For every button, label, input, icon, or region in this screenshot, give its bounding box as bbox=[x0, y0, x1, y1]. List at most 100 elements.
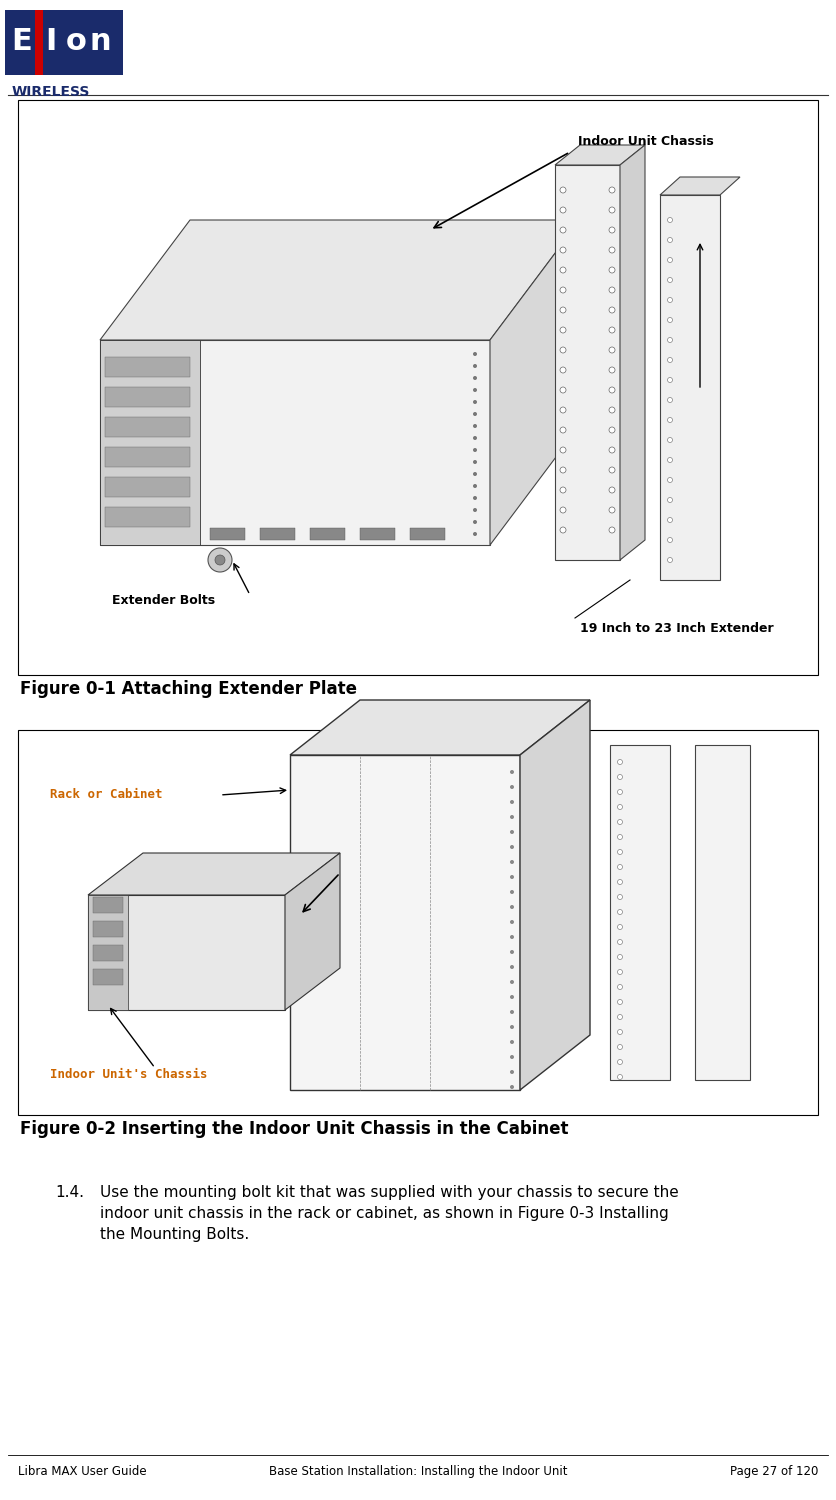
Text: WIRELESS: WIRELESS bbox=[12, 86, 90, 99]
Bar bbox=[105, 477, 190, 496]
Circle shape bbox=[609, 387, 615, 393]
Bar bbox=[93, 897, 123, 914]
Bar bbox=[410, 528, 445, 540]
Circle shape bbox=[609, 327, 615, 333]
Circle shape bbox=[560, 406, 566, 412]
Circle shape bbox=[667, 278, 672, 282]
Bar bbox=[105, 387, 190, 406]
Circle shape bbox=[618, 909, 623, 915]
Polygon shape bbox=[555, 146, 645, 165]
Bar bbox=[100, 340, 490, 544]
Circle shape bbox=[618, 1014, 623, 1020]
Circle shape bbox=[473, 520, 477, 524]
Circle shape bbox=[510, 1010, 514, 1014]
Bar bbox=[290, 754, 520, 1090]
Circle shape bbox=[510, 890, 514, 894]
Circle shape bbox=[473, 352, 477, 356]
Circle shape bbox=[560, 226, 566, 232]
Circle shape bbox=[510, 950, 514, 954]
Polygon shape bbox=[620, 146, 645, 560]
Circle shape bbox=[560, 488, 566, 494]
Circle shape bbox=[667, 258, 672, 262]
Circle shape bbox=[618, 1074, 623, 1080]
Circle shape bbox=[560, 346, 566, 352]
Polygon shape bbox=[520, 700, 590, 1090]
Circle shape bbox=[618, 879, 623, 885]
Circle shape bbox=[560, 466, 566, 472]
Circle shape bbox=[473, 532, 477, 536]
Bar bbox=[210, 528, 245, 540]
Circle shape bbox=[473, 424, 477, 427]
Circle shape bbox=[560, 387, 566, 393]
Circle shape bbox=[618, 864, 623, 870]
Circle shape bbox=[667, 438, 672, 442]
Circle shape bbox=[618, 1044, 623, 1050]
Bar bbox=[93, 945, 123, 962]
Text: 1.4.: 1.4. bbox=[55, 1185, 84, 1200]
Circle shape bbox=[667, 498, 672, 502]
Circle shape bbox=[510, 964, 514, 969]
Circle shape bbox=[473, 364, 477, 368]
Circle shape bbox=[510, 874, 514, 879]
Circle shape bbox=[618, 1059, 623, 1065]
Text: E: E bbox=[12, 27, 33, 57]
Text: Indoor Unit's Chassis: Indoor Unit's Chassis bbox=[50, 1068, 207, 1082]
Circle shape bbox=[473, 413, 477, 416]
Text: o: o bbox=[65, 27, 86, 57]
Bar bbox=[610, 746, 670, 1080]
Circle shape bbox=[560, 308, 566, 314]
Circle shape bbox=[618, 984, 623, 990]
Text: Rack or Cabinet: Rack or Cabinet bbox=[50, 789, 162, 801]
Circle shape bbox=[609, 507, 615, 513]
Circle shape bbox=[609, 406, 615, 412]
Circle shape bbox=[473, 388, 477, 392]
Circle shape bbox=[667, 318, 672, 322]
Circle shape bbox=[510, 815, 514, 819]
Circle shape bbox=[618, 939, 623, 945]
Circle shape bbox=[215, 555, 225, 566]
Text: Page 27 of 120: Page 27 of 120 bbox=[730, 1466, 818, 1478]
Circle shape bbox=[609, 267, 615, 273]
Circle shape bbox=[473, 509, 477, 512]
Circle shape bbox=[510, 830, 514, 834]
Circle shape bbox=[667, 237, 672, 243]
Bar bbox=[105, 357, 190, 376]
Bar bbox=[310, 528, 345, 540]
Circle shape bbox=[609, 248, 615, 254]
Text: Extender Bolts: Extender Bolts bbox=[112, 594, 215, 606]
Bar bbox=[88, 896, 128, 1010]
Circle shape bbox=[618, 924, 623, 930]
Circle shape bbox=[609, 526, 615, 532]
Polygon shape bbox=[88, 853, 340, 895]
Circle shape bbox=[667, 417, 672, 423]
Circle shape bbox=[510, 844, 514, 849]
Circle shape bbox=[510, 1054, 514, 1059]
Circle shape bbox=[560, 427, 566, 433]
Bar bbox=[18, 100, 818, 675]
Circle shape bbox=[618, 774, 623, 780]
Bar bbox=[105, 447, 190, 466]
Circle shape bbox=[510, 994, 514, 999]
Circle shape bbox=[618, 789, 623, 795]
Bar bbox=[105, 417, 190, 436]
Circle shape bbox=[560, 368, 566, 374]
Text: I: I bbox=[45, 27, 57, 57]
Text: Libra MAX User Guide: Libra MAX User Guide bbox=[18, 1466, 146, 1478]
Bar bbox=[93, 969, 123, 986]
Polygon shape bbox=[490, 220, 580, 544]
Circle shape bbox=[609, 447, 615, 453]
Circle shape bbox=[667, 378, 672, 382]
Text: Base Station Installation: Installing the Indoor Unit: Base Station Installation: Installing th… bbox=[268, 1466, 568, 1478]
Circle shape bbox=[667, 338, 672, 342]
Bar bbox=[35, 10, 43, 75]
Circle shape bbox=[473, 484, 477, 488]
Circle shape bbox=[560, 327, 566, 333]
Circle shape bbox=[208, 548, 232, 572]
Circle shape bbox=[609, 466, 615, 472]
Circle shape bbox=[618, 849, 623, 855]
Circle shape bbox=[510, 920, 514, 924]
Text: 19 Inch to 23 Inch Extender: 19 Inch to 23 Inch Extender bbox=[580, 622, 773, 634]
Circle shape bbox=[473, 496, 477, 500]
Circle shape bbox=[609, 207, 615, 213]
Circle shape bbox=[560, 507, 566, 513]
